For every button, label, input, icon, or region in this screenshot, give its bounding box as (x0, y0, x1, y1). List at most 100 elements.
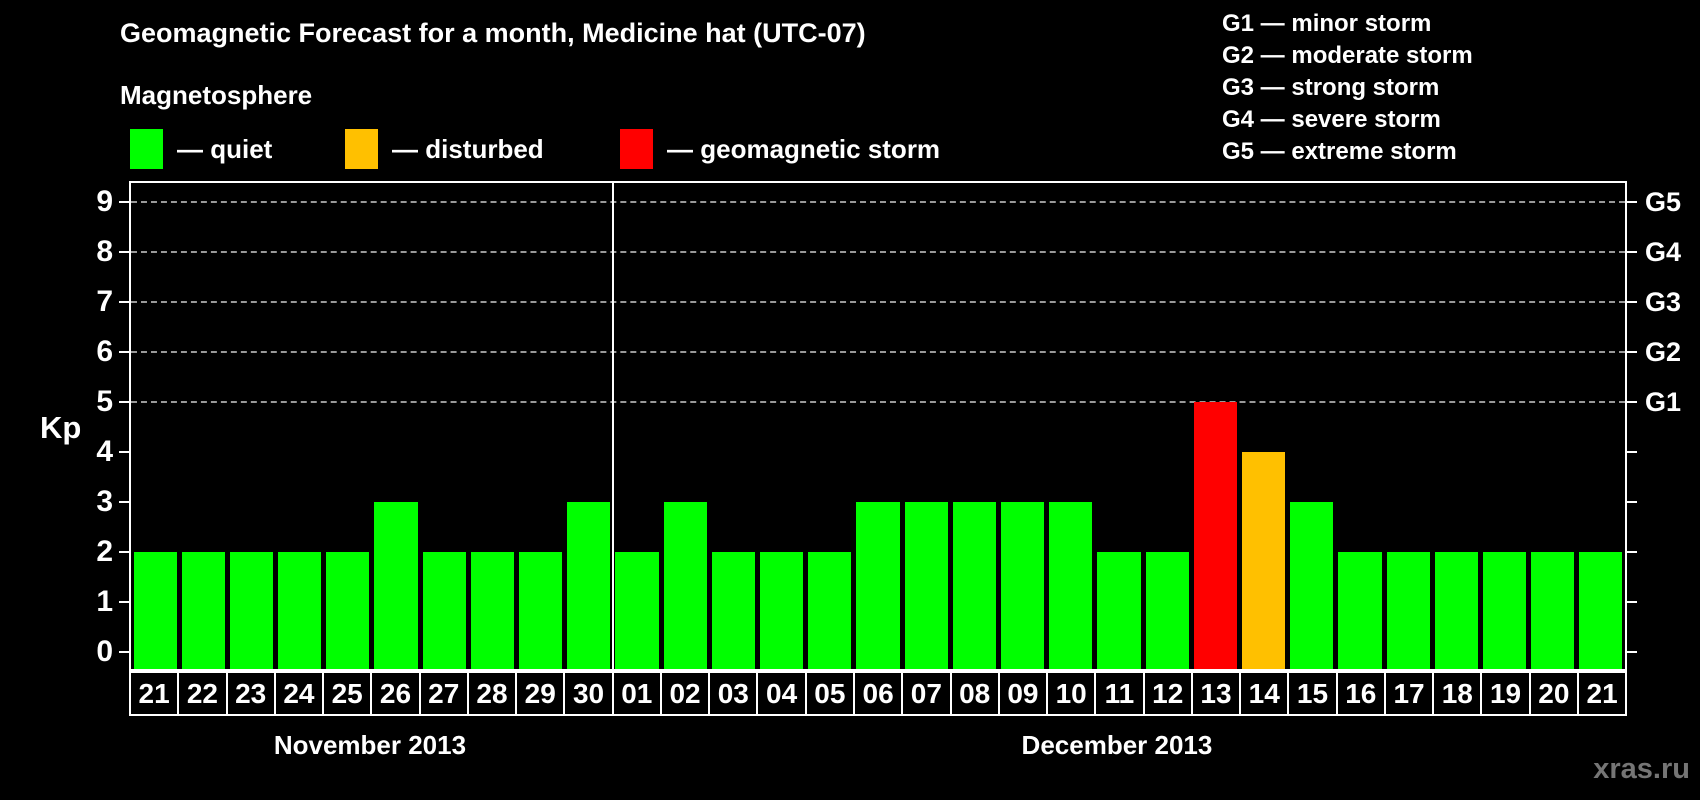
day-label-cell: 12 (1142, 671, 1193, 716)
grid-line-kp8 (131, 251, 1625, 253)
day-label-cell: 17 (1383, 671, 1435, 716)
month-label: December 2013 (1021, 730, 1213, 760)
legend-item-disturbed: — disturbed (345, 128, 544, 170)
storm-scale-line: G1 — minor storm (1222, 10, 1432, 37)
kp-bar (663, 502, 707, 669)
y-tick-left (119, 501, 129, 503)
y-tick-right (1627, 351, 1637, 353)
date-axis: 21 22 23 24 25 26 27 28 29 30 01 02 03 04 05 06 07 08 09 10… (129, 671, 1628, 716)
legend-label-quiet: — quiet (177, 133, 273, 164)
right-axis-label-g5: G5 (1645, 187, 1682, 217)
kp-bar (808, 552, 852, 669)
y-tick-left (119, 401, 129, 403)
kp-bar (519, 552, 563, 669)
day-label-cell: 21 (129, 671, 180, 716)
y-tick-label: 7 (96, 285, 113, 318)
kp-bar (1338, 552, 1382, 669)
day-label-cell: 04 (756, 671, 807, 716)
kp-bar (1193, 402, 1237, 669)
day-label-cell: 03 (708, 671, 759, 716)
y-tick-label: 4 (96, 435, 113, 468)
y-tick-label: 1 (96, 585, 113, 618)
day-label-cell: 26 (370, 671, 421, 716)
kp-bar (278, 552, 322, 669)
right-axis-label-g4: G4 (1645, 237, 1682, 267)
kp-bar (1290, 502, 1334, 669)
kp-bar (1386, 552, 1430, 669)
kp-bar (181, 552, 225, 669)
y-tick-left (119, 451, 129, 453)
day-label-cell: 30 (563, 671, 614, 716)
y-tick-left (119, 201, 129, 203)
y-tick-left (119, 651, 129, 653)
grid-line-kp7 (131, 301, 1625, 303)
legend-label-disturbed: — disturbed (392, 133, 544, 164)
kp-bar (1049, 502, 1093, 669)
y-tick-right (1627, 551, 1637, 553)
y-tick-right (1627, 651, 1637, 653)
day-label-cell: 02 (659, 671, 711, 716)
day-label-cell: 14 (1239, 671, 1290, 716)
kp-bar (567, 502, 611, 669)
day-label-cell: 20 (1528, 671, 1579, 716)
legend-item-storm: — geomagnetic storm (620, 128, 940, 170)
kp-bar (856, 502, 900, 669)
storm-scale-line: G3 — strong storm (1222, 74, 1440, 101)
kp-bar (711, 552, 755, 669)
y-tick-left (119, 301, 129, 303)
plot-inner (131, 183, 1625, 669)
day-label-cell: 11 (1094, 671, 1145, 716)
magnetosphere-legend-heading: Magnetosphere (120, 80, 313, 110)
kp-bar (470, 552, 515, 669)
chart-title: Geomagnetic Forecast for a month, Medici… (120, 18, 866, 48)
y-tick-label: 0 (96, 635, 113, 668)
right-axis-label-g1: G1 (1645, 387, 1682, 417)
y-tick-right (1627, 201, 1637, 203)
y-tick-left (119, 601, 129, 603)
plot-area (129, 181, 1627, 671)
day-label-cell: 28 (466, 671, 518, 716)
y-tick-right (1627, 501, 1637, 503)
kp-bar (1241, 452, 1286, 669)
y-tick-label: 9 (96, 185, 113, 218)
y-tick-right (1627, 401, 1637, 403)
kp-bar (904, 502, 948, 669)
kp-bar (1097, 552, 1141, 669)
day-label-cell: 09 (997, 671, 1049, 716)
day-label-cell: 15 (1287, 671, 1338, 716)
storm-scale-legend: G1 — minor storm G2 — moderate storm G3 — … (1222, 8, 1473, 168)
y-tick-label: 3 (96, 485, 113, 518)
kp-bar (615, 552, 659, 669)
kp-bar (1000, 502, 1045, 669)
day-label-cell: 05 (804, 671, 855, 716)
quiet-color-swatch (130, 129, 163, 169)
day-label-cell: 21 (1576, 671, 1628, 716)
day-label-cell: 24 (273, 671, 325, 716)
y-tick-right (1627, 251, 1637, 253)
day-label-cell: 23 (225, 671, 276, 716)
day-label-cell: 07 (901, 671, 952, 716)
grid-line-kp5 (131, 401, 1625, 403)
grid-line-kp9 (131, 201, 1625, 203)
day-label-cell: 06 (852, 671, 904, 716)
y-axis-title: Kp (40, 410, 82, 445)
y-tick-left (119, 351, 129, 353)
kp-bar (1434, 552, 1478, 669)
kp-bar (1579, 552, 1623, 669)
y-tick-label: 6 (96, 335, 113, 368)
day-label-cell: 13 (1190, 671, 1242, 716)
kp-bar (229, 552, 274, 669)
day-label-cell: 08 (949, 671, 1000, 716)
day-label-cell: 18 (1432, 671, 1483, 716)
day-label-cell: 16 (1335, 671, 1386, 716)
kp-bar (760, 552, 804, 669)
storm-scale-line: G2 — moderate storm (1222, 42, 1473, 69)
grid-line-kp6 (131, 351, 1625, 353)
storm-scale-line: G4 — severe storm (1222, 106, 1441, 133)
kp-bar (374, 502, 418, 669)
day-label-cell: 29 (515, 671, 566, 716)
month-separator-line (611, 183, 614, 669)
day-label-cell: 01 (611, 671, 662, 716)
y-tick-left (119, 251, 129, 253)
y-tick-label: 2 (96, 535, 113, 568)
